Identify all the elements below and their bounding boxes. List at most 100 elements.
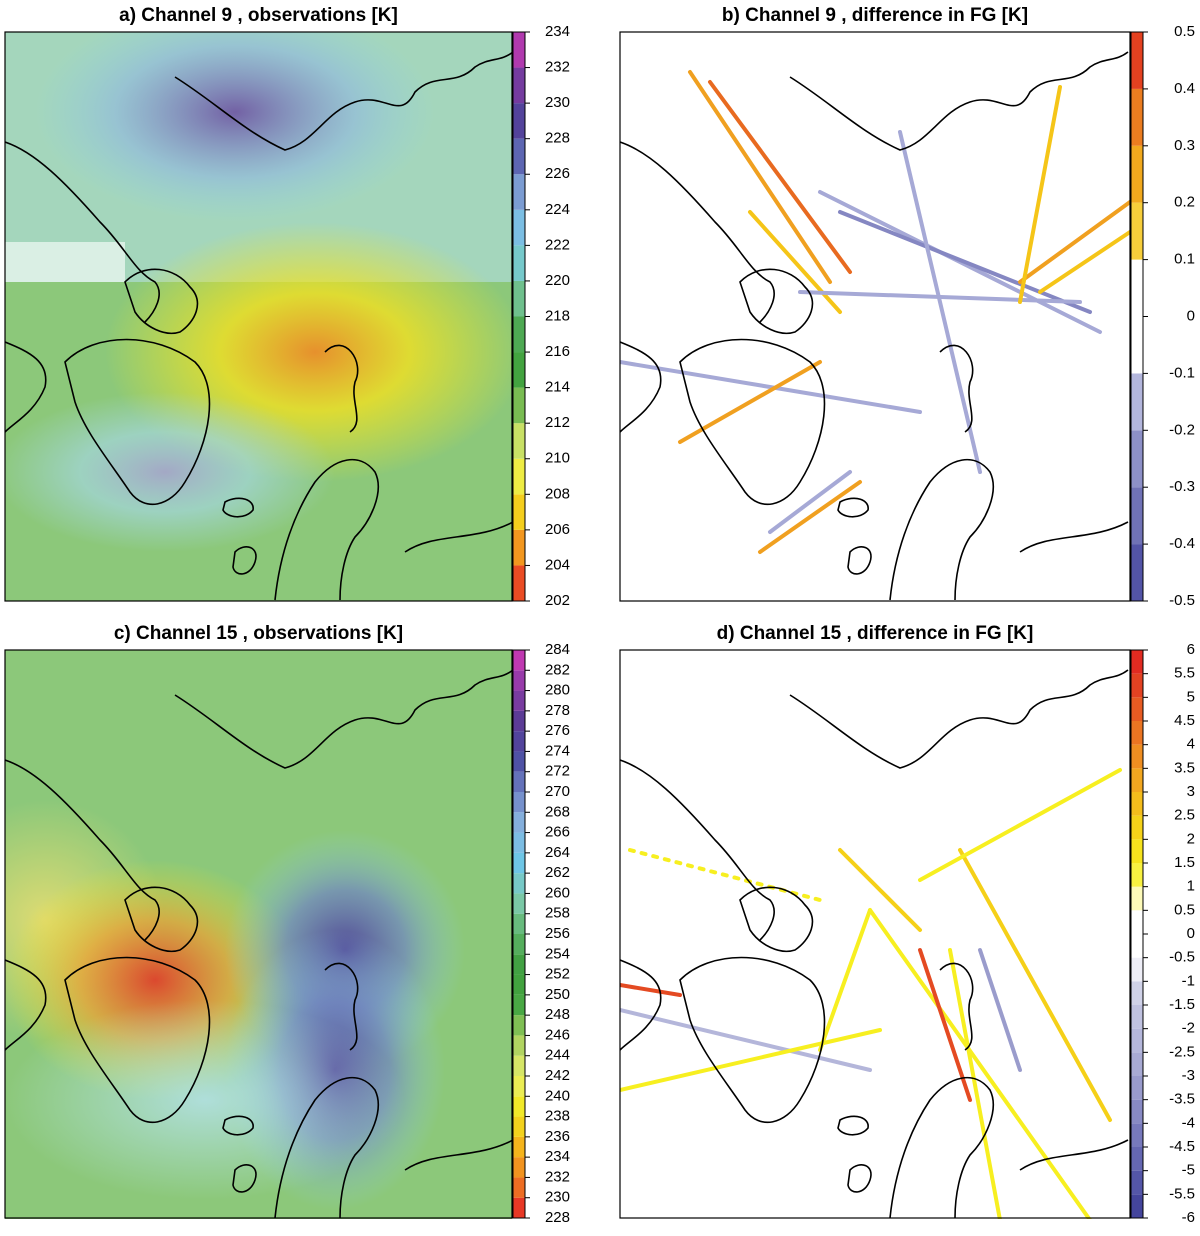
colorbar-segment: [1131, 544, 1143, 601]
colorbar-segment: [513, 751, 525, 772]
colorbar-tick-label: 232: [545, 1168, 570, 1185]
colorbar-tick-label: 6: [1187, 641, 1195, 658]
colorbar-tick-label: 280: [545, 682, 570, 699]
map-panel: [619, 31, 1131, 602]
colorbar-segment: [1131, 1099, 1143, 1124]
colorbar-segment: [513, 812, 525, 833]
colorbar-tick-label: 2: [1187, 830, 1195, 847]
colorbar-tick-label: 236: [545, 1128, 570, 1145]
colorbar-segment: [513, 650, 525, 671]
colorbar-tick-label: 264: [545, 844, 570, 861]
colorbar-tick-label: 0.2: [1174, 194, 1195, 211]
colorbar-segment: [1131, 88, 1143, 146]
colorbar-segment: [513, 1177, 525, 1198]
colorbar-segment: [513, 209, 525, 246]
colorbar-tick-label: 230: [545, 94, 570, 111]
colorbar-tick-label: 0.3: [1174, 137, 1195, 154]
tracks: [620, 70, 1130, 554]
colorbar-segment: [513, 994, 525, 1016]
colorbar-segment: [1131, 697, 1143, 721]
colorbar-segment: [513, 710, 525, 732]
colorbar-tick-label: -6: [1182, 1209, 1195, 1226]
colorbar-tick-label: 2.5: [1174, 807, 1195, 824]
colorbar-tick-label: 208: [545, 485, 570, 502]
tracks: [620, 768, 1122, 1219]
colorbar-segment: [1131, 981, 1143, 1005]
colorbar-segment: [1131, 863, 1143, 887]
colorbar-tick-label: -1.5: [1169, 996, 1195, 1013]
colorbar-segment: [513, 1076, 525, 1097]
colorbar-tick-label: 248: [545, 1006, 570, 1023]
colorbar-segment: [513, 565, 525, 601]
colorbar-tick-label: 232: [545, 59, 570, 76]
colorbar-segment: [513, 245, 525, 281]
colorbar-tick-label: -0.1: [1169, 364, 1195, 381]
colorbar-segment: [513, 174, 525, 210]
colorbar-tick-label: 270: [545, 783, 570, 800]
colorbar-tick-label: 276: [545, 722, 570, 739]
colorbar-tick-label: 3: [1187, 783, 1195, 800]
colorbar-tick-label: 204: [545, 556, 570, 573]
colorbar-tick-label: 216: [545, 343, 570, 360]
colorbar-tick-label: 258: [545, 905, 570, 922]
colorbar-segment: [513, 1055, 525, 1076]
colorbar-tick-label: 230: [545, 1189, 570, 1206]
colorbar-tick-label: 234: [545, 1148, 570, 1165]
colorbar-segment: [1131, 373, 1143, 431]
colorbar-segment: [513, 974, 525, 995]
colorbar-segment: [1131, 145, 1143, 203]
colorbar-tick-label: 250: [545, 986, 570, 1003]
colorbar-segment: [1131, 316, 1143, 374]
colorbar-segment: [513, 913, 525, 934]
colorbar-segment: [513, 316, 525, 353]
colorbar-tick-label: 254: [545, 945, 570, 962]
colorbar-tick-label: 228: [545, 130, 570, 147]
panel-title: b) Channel 9 , difference in FG [K]: [722, 5, 1028, 26]
panel-title: a) Channel 9 , observations [K]: [119, 5, 398, 26]
colorbar-tick-label: 202: [545, 592, 570, 609]
colorbar-tick-label: 244: [545, 1047, 570, 1064]
colorbar-segment: [513, 103, 525, 139]
colorbar-segment: [1131, 259, 1143, 317]
colorbar-segment: [513, 138, 525, 175]
colorbar-tick-label: 3.5: [1174, 759, 1195, 776]
colorbar-segment: [1131, 886, 1143, 911]
colorbar-segment: [513, 1116, 525, 1137]
colorbar-segment: [1131, 815, 1143, 840]
colorbar-segment: [513, 731, 525, 752]
colorbar-tick-label: 1.5: [1174, 854, 1195, 871]
colorbar-tick-label: -3: [1182, 1067, 1195, 1084]
colorbar-tick-label: -0.3: [1169, 478, 1195, 495]
colorbar-segment: [513, 954, 525, 975]
colorbar-tick-label: 212: [545, 414, 570, 431]
colorbar-segment: [513, 67, 525, 104]
colorbar-tick-label: 210: [545, 450, 570, 467]
colorbar-tick-label: 218: [545, 307, 570, 324]
colorbar-segment: [1131, 957, 1143, 982]
colorbar-segment: [1131, 839, 1143, 863]
map-panel: [4, 649, 513, 1219]
colorbar-segment: [1131, 202, 1143, 260]
colorbar-tick-label: 226: [545, 165, 570, 182]
colorbar-tick-label: 268: [545, 803, 570, 820]
colorbar-segment: [1131, 934, 1143, 958]
colorbar-segment: [1131, 1052, 1143, 1076]
colorbar-tick-label: 260: [545, 884, 570, 901]
colorbar-tick-label: 228: [545, 1209, 570, 1226]
colorbar-segment: [1131, 792, 1143, 816]
colorbar-tick-label: 272: [545, 763, 570, 780]
colorbar-tick-label: 0.5: [1174, 23, 1195, 40]
colorbar-segment: [1131, 673, 1143, 698]
colorbar-tick-label: -5.5: [1169, 1185, 1195, 1202]
colorbar-tick-label: 0: [1187, 925, 1195, 942]
colorbar-tick-label: 240: [545, 1087, 570, 1104]
colorbar-tick-label: 0.1: [1174, 251, 1195, 268]
colorbar-segment: [1131, 721, 1143, 745]
colorbar-tick-label: 252: [545, 966, 570, 983]
colorbar-segment: [513, 280, 525, 317]
colorbar-tick-label: 0.4: [1174, 80, 1195, 97]
colorbar-segment: [1131, 430, 1143, 488]
colorbar-segment: [513, 670, 525, 691]
colorbar-segment: [513, 873, 525, 894]
